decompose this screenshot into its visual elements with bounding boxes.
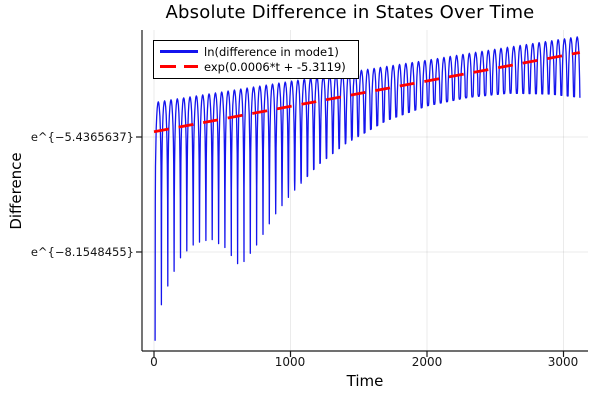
x-tick-label-0: 0: [150, 355, 158, 369]
y-axis-label: Difference: [7, 152, 25, 230]
x-tick-label-3000: 3000: [547, 355, 579, 369]
plot-title: Absolute Difference in States Over Time: [165, 2, 535, 23]
x-tick-label-1000: 1000: [274, 355, 306, 369]
legend-entry-red: exp(0.0006*t + -5.3119): [160, 59, 352, 74]
legend-entry-blue: ln(difference in mode1): [160, 44, 352, 59]
y-tick-label-lower: e^{−8.1548455}: [30, 245, 134, 259]
y-tick-label-upper: e^{−5.4365637}: [30, 130, 134, 144]
legend-label-red: exp(0.0006*t + -5.3119): [204, 59, 346, 74]
x-axis-label: Time: [346, 372, 384, 390]
legend-label-blue: ln(difference in mode1): [204, 44, 339, 59]
blue-line-sample-icon: [160, 50, 198, 53]
red-dashed-sample-icon: [160, 65, 198, 68]
x-tick-label-2000: 2000: [411, 355, 443, 369]
legend: ln(difference in mode1) exp(0.0006*t + -…: [153, 40, 359, 79]
